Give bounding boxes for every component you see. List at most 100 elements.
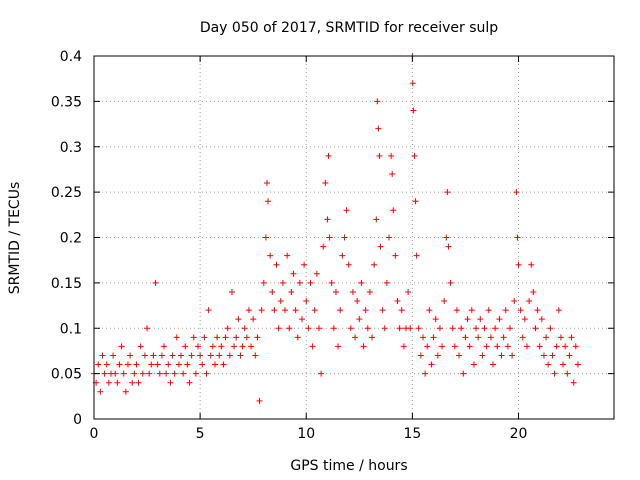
data-point — [207, 352, 214, 359]
data-point — [568, 334, 575, 341]
data-point — [390, 207, 397, 214]
data-point — [405, 288, 412, 295]
data-point — [135, 379, 142, 386]
data-point — [494, 343, 501, 350]
data-point — [428, 361, 435, 368]
data-point — [305, 325, 312, 332]
data-point — [175, 361, 182, 368]
data-point — [169, 352, 176, 359]
data-point — [173, 334, 180, 341]
grid-lines — [94, 56, 614, 419]
data-point — [184, 361, 191, 368]
data-point — [214, 334, 221, 341]
data-point — [205, 307, 212, 314]
y-tick-labels: 0 0.05 0.1 0.15 0.2 0.25 0.3 0.35 0.4 — [51, 49, 82, 428]
data-point — [411, 152, 418, 159]
data-point — [379, 307, 386, 314]
data-point — [509, 352, 516, 359]
data-point — [254, 334, 261, 341]
data-point — [186, 379, 193, 386]
data-point — [141, 352, 148, 359]
data-point — [360, 343, 367, 350]
data-point — [526, 298, 533, 305]
data-point — [547, 325, 554, 332]
data-point — [101, 370, 108, 377]
data-point — [318, 370, 325, 377]
data-point — [570, 379, 577, 386]
data-point — [553, 343, 560, 350]
data-point — [303, 298, 310, 305]
data-point — [441, 298, 448, 305]
data-point — [97, 388, 104, 395]
data-point — [475, 334, 482, 341]
data-point — [320, 243, 327, 250]
data-point — [188, 352, 195, 359]
data-point — [273, 261, 280, 268]
data-point — [127, 352, 134, 359]
data-points — [91, 53, 581, 404]
data-point — [315, 325, 322, 332]
data-point — [252, 352, 259, 359]
data-point — [258, 307, 265, 314]
data-point — [218, 343, 225, 350]
data-point — [517, 307, 524, 314]
data-point — [502, 307, 509, 314]
data-point — [279, 279, 286, 286]
x-tick-label: 5 — [196, 426, 205, 442]
data-point — [222, 334, 229, 341]
data-point — [150, 352, 157, 359]
data-point — [417, 352, 424, 359]
data-point — [398, 307, 405, 314]
data-point — [419, 334, 426, 341]
data-point — [388, 152, 395, 159]
data-point — [349, 288, 356, 295]
y-tick-label: 0.3 — [60, 140, 82, 156]
data-point — [543, 334, 550, 341]
data-point — [468, 307, 475, 314]
data-point — [182, 343, 189, 350]
data-point — [439, 343, 446, 350]
data-point — [347, 325, 354, 332]
data-point — [171, 370, 178, 377]
data-point — [324, 216, 331, 223]
data-point — [237, 352, 244, 359]
data-point — [396, 325, 403, 332]
x-tick-label: 15 — [403, 426, 421, 442]
data-point — [203, 370, 210, 377]
data-point — [521, 316, 528, 323]
data-point — [124, 361, 131, 368]
data-point — [167, 379, 174, 386]
data-point — [364, 325, 371, 332]
data-point — [447, 279, 454, 286]
data-point — [326, 234, 333, 241]
data-point — [313, 270, 320, 277]
data-point — [413, 252, 420, 259]
data-point — [201, 334, 208, 341]
data-point — [178, 352, 185, 359]
data-point — [394, 298, 401, 305]
data-point — [233, 334, 240, 341]
data-point — [307, 279, 314, 286]
data-point — [572, 343, 579, 350]
data-point — [294, 334, 301, 341]
x-tick-label: 10 — [297, 426, 315, 442]
data-point — [296, 279, 303, 286]
data-point — [339, 252, 346, 259]
data-point — [263, 180, 270, 187]
data-point — [345, 261, 352, 268]
data-point — [133, 361, 140, 368]
data-point — [513, 189, 520, 196]
data-point — [519, 334, 526, 341]
data-point — [532, 325, 539, 332]
data-point — [383, 279, 390, 286]
data-point — [426, 307, 433, 314]
data-point — [566, 352, 573, 359]
data-point — [551, 370, 558, 377]
data-point — [110, 352, 117, 359]
data-point — [444, 189, 451, 196]
data-point — [515, 261, 522, 268]
data-point — [479, 352, 486, 359]
y-tick-label: 0.05 — [51, 367, 82, 383]
data-point — [99, 352, 106, 359]
data-point — [243, 334, 250, 341]
